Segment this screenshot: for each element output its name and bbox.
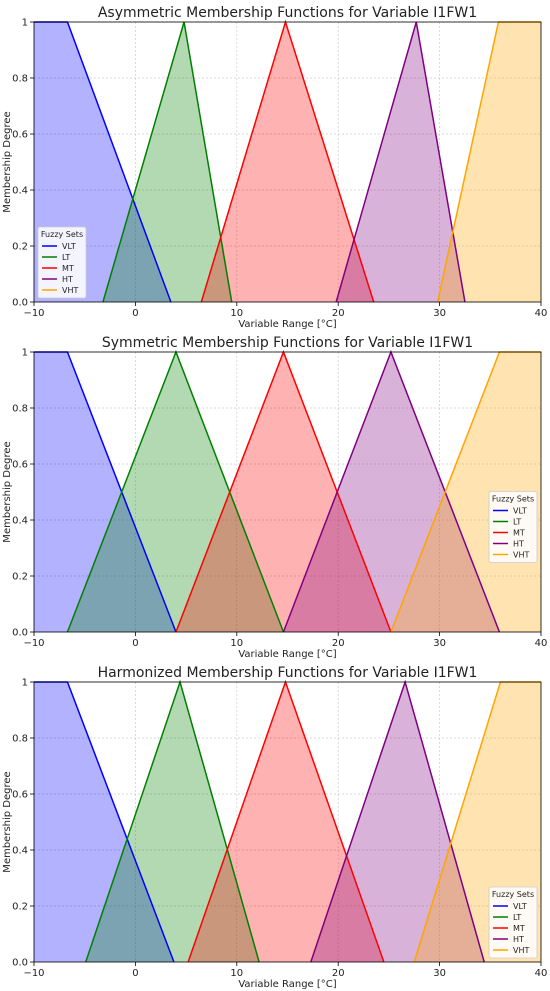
- y-tick-label: 0.4: [12, 186, 28, 197]
- x-tick-label: 30: [433, 638, 446, 649]
- legend-label-vht: VHT: [513, 551, 529, 560]
- y-axis-label: Membership Degree: [2, 771, 13, 872]
- x-tick-label: 40: [535, 638, 548, 649]
- legend-label-ht: HT: [513, 540, 524, 549]
- chart-title: Harmonized Membership Functions for Vari…: [98, 665, 478, 681]
- y-tick-label: 0.0: [12, 628, 28, 639]
- y-tick-label: 0.4: [12, 516, 28, 527]
- legend-title: Fuzzy Sets: [492, 495, 534, 504]
- chart-panel-2: Symmetric Membership Functions for Varia…: [2, 335, 548, 660]
- series-fill-vlt: [34, 352, 176, 632]
- x-tick-label: −10: [23, 968, 44, 979]
- series-fill-lt: [85, 682, 260, 962]
- legend-label-ht: HT: [62, 275, 73, 284]
- plot-frame: [33, 681, 542, 963]
- y-tick-label: 0.8: [12, 74, 28, 85]
- x-tick-label: 30: [433, 968, 446, 979]
- x-tick-label: 10: [230, 968, 243, 979]
- x-axis-label: Variable Range [°C]: [238, 319, 336, 330]
- legend-title: Fuzzy Sets: [492, 890, 534, 899]
- legend-label-vlt: VLT: [513, 507, 527, 516]
- x-tick-label: 30: [433, 308, 446, 319]
- plot-frame: [33, 351, 542, 633]
- series-fill-ht: [310, 682, 485, 962]
- y-axis-label: Membership Degree: [2, 441, 13, 542]
- chart-panel-1: Asymmetric Membership Functions for Vari…: [2, 5, 548, 330]
- y-tick-label: 0.8: [12, 404, 28, 415]
- x-tick-label: 0: [132, 638, 138, 649]
- chart-title: Asymmetric Membership Functions for Vari…: [98, 5, 477, 21]
- legend-label-vht: VHT: [513, 946, 529, 955]
- y-tick-label: 1: [22, 18, 28, 29]
- x-tick-label: 20: [332, 968, 345, 979]
- x-tick-label: 20: [332, 308, 345, 319]
- series-fill-ht: [283, 352, 500, 632]
- legend-label-lt: LT: [62, 253, 70, 262]
- x-tick-label: −10: [23, 308, 44, 319]
- x-axis-label: Variable Range [°C]: [238, 979, 336, 990]
- y-tick-label: 0.2: [12, 572, 28, 583]
- series-fill-mt: [175, 352, 391, 632]
- legend: Fuzzy Sets VLT LT MT HT VHT: [488, 491, 538, 563]
- legend: Fuzzy Sets VLT LT MT HT VHT: [37, 226, 87, 299]
- series-fill-vlt: [34, 682, 174, 962]
- series-fill-vht: [437, 22, 541, 302]
- legend-label-vht: VHT: [62, 286, 78, 295]
- chart-panel-3: Harmonized Membership Functions for Vari…: [2, 665, 548, 990]
- y-tick-label: 0.6: [12, 790, 28, 801]
- chart-title: Symmetric Membership Functions for Varia…: [102, 335, 473, 351]
- series-fill-lt: [67, 352, 284, 632]
- y-tick-label: 0.6: [12, 460, 28, 471]
- legend-box: [488, 491, 538, 563]
- legend-box: [37, 226, 87, 299]
- legend-label-lt: LT: [513, 913, 521, 922]
- legend: Fuzzy Sets VLT LT MT HT VHT: [488, 886, 538, 959]
- y-tick-label: 0.0: [12, 958, 28, 969]
- x-tick-label: 20: [332, 638, 345, 649]
- series-fill-mt: [201, 22, 374, 302]
- y-tick-label: 0.2: [12, 902, 28, 913]
- y-tick-label: 0.2: [12, 242, 28, 253]
- legend-label-lt: LT: [513, 518, 521, 527]
- x-axis-label: Variable Range [°C]: [238, 649, 336, 660]
- x-tick-label: 40: [535, 308, 548, 319]
- x-tick-label: 0: [132, 968, 138, 979]
- legend-title: Fuzzy Sets: [41, 230, 83, 239]
- x-tick-label: 10: [230, 638, 243, 649]
- legend-label-ht: HT: [513, 935, 524, 944]
- x-tick-label: 0: [132, 308, 138, 319]
- plot-frame: [33, 21, 542, 303]
- y-axis-label: Membership Degree: [2, 111, 13, 212]
- y-tick-label: 0.0: [12, 298, 28, 309]
- legend-label-vlt: VLT: [62, 242, 76, 251]
- legend-label-vlt: VLT: [513, 902, 527, 911]
- series-fill-ht: [336, 22, 465, 302]
- y-tick-label: 0.6: [12, 130, 28, 141]
- x-tick-label: −10: [23, 638, 44, 649]
- y-tick-label: 0.8: [12, 734, 28, 745]
- y-tick-label: 0.4: [12, 846, 28, 857]
- series-fill-lt: [102, 22, 232, 302]
- legend-label-mt: MT: [513, 924, 525, 933]
- legend-box: [488, 886, 538, 959]
- legend-label-mt: MT: [62, 264, 74, 273]
- x-tick-label: 40: [535, 968, 548, 979]
- legend-label-mt: MT: [513, 529, 525, 538]
- x-tick-label: 10: [230, 308, 243, 319]
- y-tick-label: 1: [22, 348, 28, 359]
- y-tick-label: 1: [22, 678, 28, 689]
